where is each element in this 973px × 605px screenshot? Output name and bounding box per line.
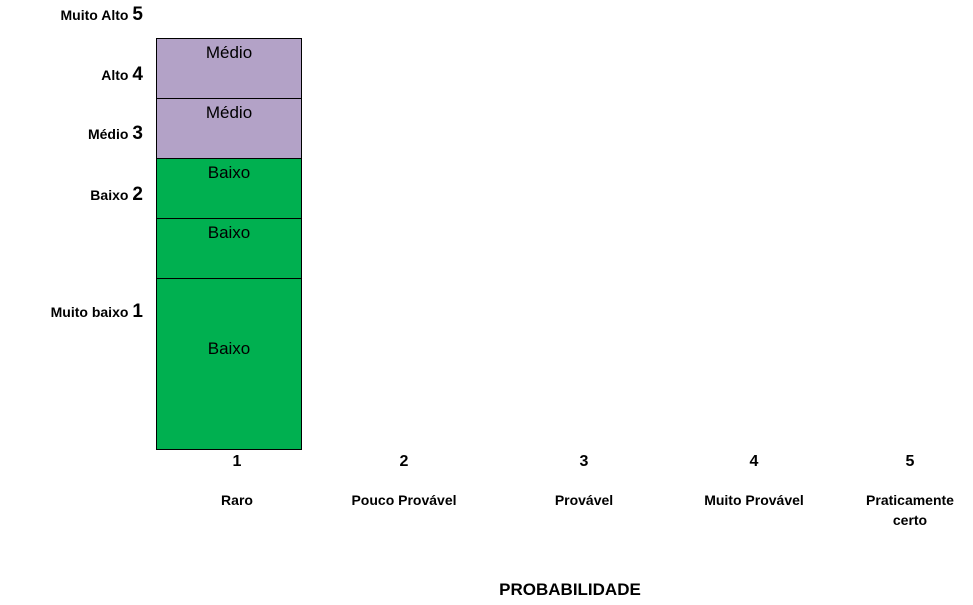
x-tick-number: 1 <box>232 453 242 470</box>
x-tick-label: Pouco Provável <box>351 492 457 508</box>
y-tick-number: 1 <box>132 301 143 322</box>
x-tick-number: 4 <box>749 453 759 470</box>
matrix-cell: Médio <box>156 38 302 99</box>
y-tick-number: 3 <box>132 123 143 144</box>
x-axis-title: PROBABILIDADE <box>499 580 641 599</box>
matrix-cell-label: Médio <box>205 43 253 62</box>
matrix-cell: Baixo <box>156 158 302 219</box>
matrix-cell-label: Baixo <box>207 163 251 182</box>
x-tick-label: Muito Provável <box>704 492 804 508</box>
y-tick-text: Alto <box>101 67 129 83</box>
x-tick-label: Raro <box>221 492 253 508</box>
y-tick-text: Médio <box>87 126 129 142</box>
matrix-cell-label: Baixo <box>207 223 251 242</box>
y-tick-label: Alto 4 <box>101 65 143 85</box>
y-tick-text: Muito baixo <box>50 304 129 320</box>
y-tick-number: 4 <box>132 64 143 85</box>
x-tick-number: 3 <box>579 453 589 470</box>
y-tick-label: Baixo 2 <box>90 185 143 205</box>
y-tick-number: 2 <box>132 184 143 205</box>
matrix-cell: Baixo <box>156 218 302 279</box>
matrix-cell-label: Médio <box>205 103 253 122</box>
x-tick-number: 2 <box>399 453 409 470</box>
y-tick-label: Muito baixo 1 <box>51 302 143 322</box>
matrix-cell-label: Baixo <box>207 339 251 358</box>
y-tick-text: Baixo <box>90 187 129 203</box>
y-tick-label: Muito Alto 5 <box>61 5 143 25</box>
y-tick-label: Médio 3 <box>88 124 143 144</box>
y-tick-text: Muito Alto <box>60 7 129 23</box>
x-tick-label: Praticamente certo <box>866 492 954 528</box>
x-tick-label: Provável <box>554 492 614 508</box>
y-tick-number: 5 <box>132 4 143 25</box>
x-tick-number: 5 <box>905 453 915 470</box>
matrix-cell: Médio <box>156 98 302 159</box>
matrix-cell: Baixo <box>156 278 302 450</box>
